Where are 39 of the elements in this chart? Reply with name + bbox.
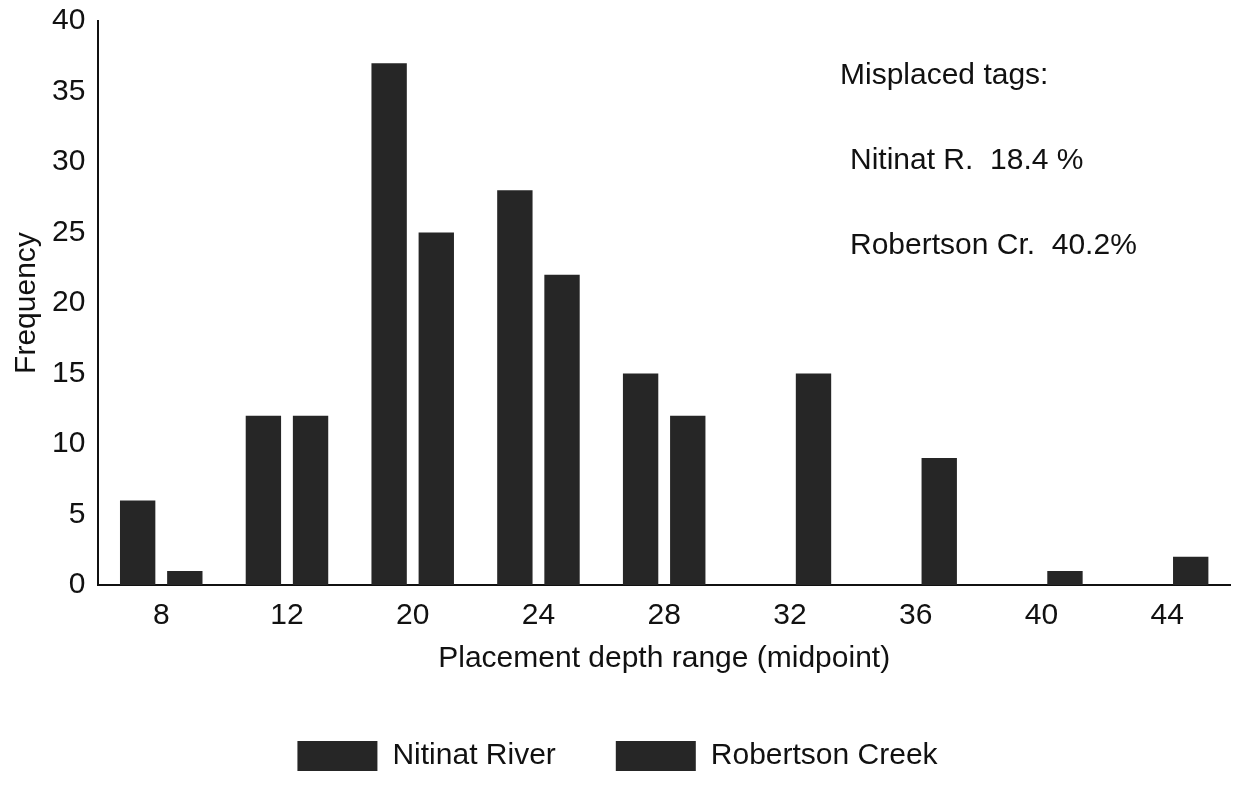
y-tick-label: 10 xyxy=(51,425,86,459)
y-tick-label: 0 xyxy=(68,566,86,600)
bar xyxy=(292,415,329,585)
x-tick-label: 36 xyxy=(898,597,933,631)
bar xyxy=(921,458,957,585)
y-tick-label: 40 xyxy=(51,2,86,36)
bar xyxy=(670,415,706,585)
x-axis-title: Placement depth range (midpoint) xyxy=(438,640,891,674)
bar xyxy=(167,570,203,585)
annotation: Robertson Cr. 40.2% xyxy=(850,227,1137,261)
bar xyxy=(1173,556,1209,585)
legend-label: Robertson Creek xyxy=(710,737,939,771)
bar xyxy=(622,373,659,585)
x-tick-label: 24 xyxy=(521,597,556,631)
x-tick-label: 28 xyxy=(647,597,681,631)
bar xyxy=(1047,570,1083,585)
x-tick-label: 12 xyxy=(270,597,304,631)
y-tick-label: 5 xyxy=(68,495,86,529)
y-tick-label: 25 xyxy=(51,213,86,247)
annotation: Misplaced tags: xyxy=(840,57,1049,91)
annotation: Nitinat R. 18.4 % xyxy=(850,142,1084,176)
bar xyxy=(119,500,156,585)
bar xyxy=(497,190,533,585)
x-tick-label: 44 xyxy=(1150,597,1184,631)
bar xyxy=(418,232,454,585)
x-tick-label: 40 xyxy=(1024,597,1059,631)
y-tick-label: 15 xyxy=(51,354,86,388)
legend-label: Nitinat River xyxy=(392,737,556,771)
y-tick-label: 35 xyxy=(51,72,86,106)
y-tick-label: 20 xyxy=(51,284,86,318)
bar xyxy=(371,63,407,585)
y-axis-title: Frequency xyxy=(8,232,42,374)
bar xyxy=(795,373,832,585)
x-tick-label: 8 xyxy=(152,597,170,631)
x-tick-label: 32 xyxy=(773,597,807,631)
bar xyxy=(245,415,282,585)
x-tick-label: 20 xyxy=(396,597,430,631)
y-tick-label: 30 xyxy=(51,143,86,177)
bar xyxy=(544,274,580,585)
